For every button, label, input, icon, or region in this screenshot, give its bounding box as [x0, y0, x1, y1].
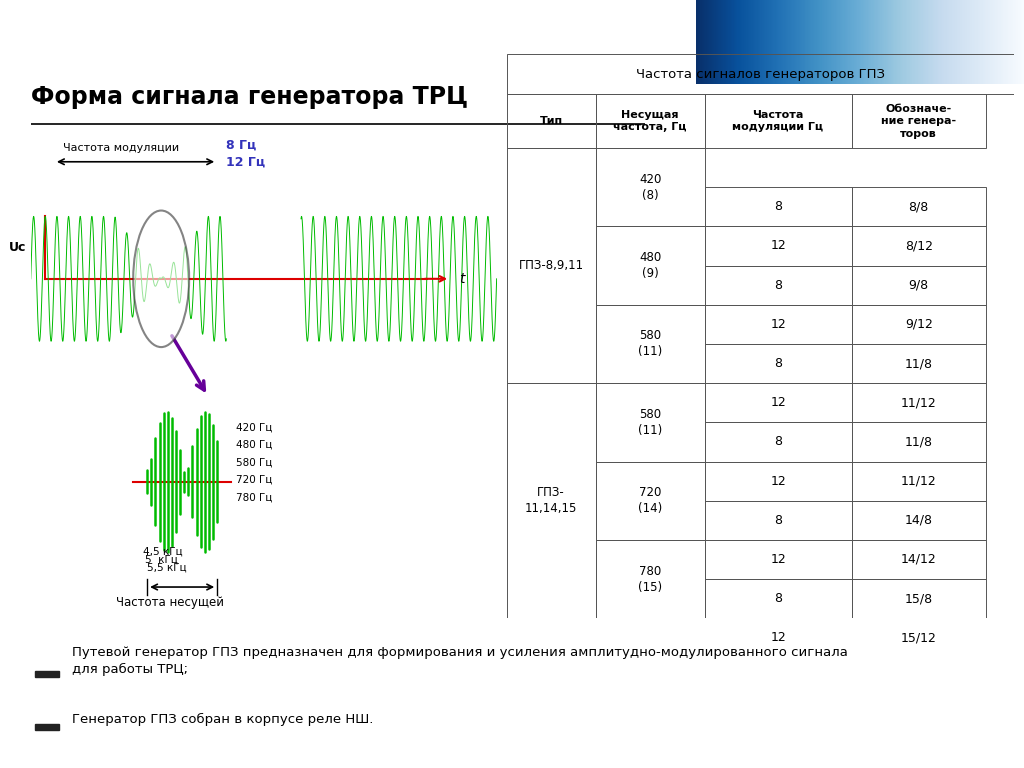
- Bar: [705, 344, 852, 383]
- Bar: [507, 148, 596, 383]
- Bar: [705, 618, 852, 657]
- Bar: [705, 462, 852, 501]
- Text: 9/12: 9/12: [905, 318, 933, 331]
- Text: 15/8: 15/8: [904, 592, 933, 605]
- Bar: [852, 227, 986, 266]
- Text: 780
(15): 780 (15): [638, 564, 663, 594]
- Text: 11/12: 11/12: [901, 475, 937, 488]
- Bar: [705, 540, 852, 579]
- Text: 8: 8: [774, 592, 782, 605]
- Bar: [705, 227, 852, 266]
- Text: 11/8: 11/8: [905, 357, 933, 370]
- Text: 12: 12: [770, 553, 786, 566]
- Text: 8/8: 8/8: [908, 200, 929, 214]
- Text: Uc: Uc: [8, 241, 26, 254]
- Bar: [705, 383, 852, 422]
- Bar: [705, 266, 852, 305]
- Text: 5  кГц: 5 кГц: [144, 554, 178, 564]
- Text: 12: 12: [770, 240, 786, 253]
- Bar: [705, 422, 852, 462]
- Bar: [596, 383, 705, 462]
- Bar: [507, 383, 596, 618]
- Text: 780 Гц: 780 Гц: [236, 492, 272, 502]
- Text: 14/12: 14/12: [901, 553, 937, 566]
- Text: 9/8: 9/8: [908, 279, 929, 292]
- Bar: [705, 501, 852, 540]
- Bar: [507, 54, 1014, 94]
- Bar: [852, 462, 986, 501]
- Text: 580
(11): 580 (11): [638, 408, 663, 437]
- Text: 12: 12: [770, 396, 786, 409]
- Text: 420 Гц: 420 Гц: [236, 422, 272, 432]
- Text: 8: 8: [774, 279, 782, 292]
- Bar: [35, 671, 59, 677]
- Bar: [596, 94, 705, 148]
- Text: Обозначе-
ние генера-
торов: Обозначе- ние генера- торов: [882, 104, 956, 138]
- Bar: [596, 462, 705, 540]
- Text: 480 Гц: 480 Гц: [236, 439, 272, 449]
- Bar: [705, 579, 852, 618]
- Text: 720
(14): 720 (14): [638, 486, 663, 515]
- Text: 8: 8: [774, 200, 782, 214]
- Text: Тип: Тип: [540, 116, 563, 126]
- Text: 11/12: 11/12: [901, 396, 937, 409]
- Text: Генератор ГПЗ собран в корпусе реле НШ.: Генератор ГПЗ собран в корпусе реле НШ.: [72, 713, 373, 727]
- Bar: [596, 305, 705, 383]
- Bar: [852, 187, 986, 227]
- Text: 8: 8: [774, 357, 782, 370]
- Bar: [852, 266, 986, 305]
- Text: 11/8: 11/8: [905, 435, 933, 449]
- Text: 12: 12: [770, 475, 786, 488]
- Bar: [852, 501, 986, 540]
- Bar: [705, 187, 852, 227]
- Text: Форма сигнала генератора ТРЦ: Форма сигнала генератора ТРЦ: [31, 84, 468, 109]
- Text: Частота модуляции: Частота модуляции: [63, 143, 179, 153]
- Text: Частота
модуляции Гц: Частота модуляции Гц: [732, 110, 823, 132]
- Text: Несущая
частота, Гц: Несущая частота, Гц: [613, 110, 687, 132]
- Bar: [852, 383, 986, 422]
- Text: Частота сигналов генераторов ГПЗ: Частота сигналов генераторов ГПЗ: [636, 68, 885, 81]
- Text: 580
(11): 580 (11): [638, 329, 663, 359]
- Text: ГПЗ-8,9,11: ГПЗ-8,9,11: [519, 259, 584, 272]
- Text: 15/12: 15/12: [901, 631, 937, 644]
- Text: 4,5 кГц: 4,5 кГц: [142, 547, 182, 557]
- Bar: [705, 305, 852, 344]
- Bar: [852, 618, 986, 657]
- Text: ГПЗ-
11,14,15: ГПЗ- 11,14,15: [525, 486, 578, 515]
- Text: 480
(9): 480 (9): [639, 251, 662, 280]
- Bar: [852, 579, 986, 618]
- Bar: [596, 148, 705, 227]
- Text: Путевой генератор ГПЗ предназначен для формирования и усиления амплитудно-модули: Путевой генератор ГПЗ предназначен для ф…: [72, 647, 848, 677]
- Bar: [852, 305, 986, 344]
- Text: 8 Гц: 8 Гц: [226, 138, 257, 151]
- Text: t: t: [460, 272, 465, 286]
- Bar: [852, 540, 986, 579]
- Text: 12: 12: [770, 631, 786, 644]
- Bar: [507, 94, 596, 148]
- Ellipse shape: [133, 210, 189, 347]
- Bar: [852, 344, 986, 383]
- Text: 14/8: 14/8: [905, 514, 933, 527]
- Bar: [705, 94, 852, 148]
- Text: 8: 8: [774, 435, 782, 449]
- Text: 420
(8): 420 (8): [639, 173, 662, 202]
- Text: 8/12: 8/12: [905, 240, 933, 253]
- Bar: [852, 422, 986, 462]
- Bar: [596, 540, 705, 618]
- Bar: [35, 724, 59, 730]
- Bar: [852, 94, 986, 148]
- Text: 720 Гц: 720 Гц: [236, 475, 272, 485]
- Text: 8: 8: [774, 514, 782, 527]
- Text: 12: 12: [770, 318, 786, 331]
- Text: 580 Гц: 580 Гц: [236, 457, 272, 467]
- Text: 12 Гц: 12 Гц: [226, 156, 265, 169]
- Text: 5,5 кГц: 5,5 кГц: [147, 562, 186, 572]
- Bar: [596, 227, 705, 305]
- Text: Частота несущей: Частота несущей: [117, 596, 224, 609]
